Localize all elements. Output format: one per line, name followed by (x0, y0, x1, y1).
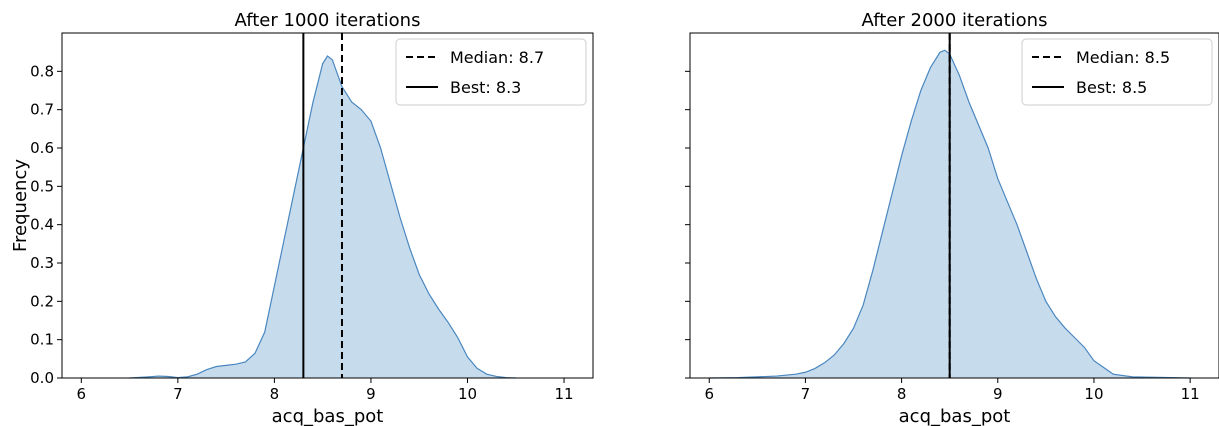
chart-title: After 2000 iterations (862, 10, 1048, 31)
x-tick-label: 8 (270, 385, 280, 403)
x-tick-label: 6 (704, 385, 714, 403)
axes-frame (61, 32, 594, 379)
legend-best-label: Best: 8.5 (1076, 78, 1147, 97)
y-tick-label: 0.2 (30, 292, 54, 310)
chart-panel-2: 6 7 8 9 10 11 After 2000 iterations acq_bas_pot… (685, 10, 1219, 426)
legend-best-label: Best: 8.3 (450, 78, 521, 97)
chart-panel-1: 6 7 8 9 10 11 0.0 0.1 0.2 0.3 0.4 0.5 0.6 0.7 0.8 After… (10, 10, 594, 426)
legend-box (1021, 38, 1213, 106)
x-tick-label: 10 (458, 385, 477, 403)
y-tick-label: 0.6 (30, 139, 54, 157)
x-tick-label: 7 (801, 385, 811, 403)
x-tick-label: 11 (554, 385, 573, 403)
x-tick-label: 8 (897, 385, 907, 403)
legend-median-label: Median: 8.7 (450, 48, 544, 67)
chart-title: After 1000 iterations (235, 10, 421, 31)
density-line (709, 49, 1191, 379)
density-fill (129, 56, 516, 378)
y-tick-label: 0.0 (30, 369, 54, 387)
axes-frame (689, 32, 1219, 379)
density-line (129, 55, 516, 379)
x-tick-label: 9 (993, 385, 1003, 403)
y-tick-label: 0.3 (30, 254, 54, 272)
x-tick-label: 6 (77, 385, 87, 403)
legend-median-label: Median: 8.5 (1076, 48, 1170, 67)
y-tick-label: 0.4 (30, 216, 54, 234)
y-tick-label: 0.5 (30, 177, 54, 195)
x-axis-label: acq_bas_pot (272, 406, 384, 426)
legend: Median: 8.5 Best: 8.5 (1021, 38, 1213, 106)
x-tick-label: 9 (366, 385, 376, 403)
y-tick-label: 0.8 (30, 62, 54, 80)
legend-box (395, 38, 587, 106)
x-tick-label: 7 (173, 385, 183, 403)
x-tick-label: 10 (1084, 385, 1103, 403)
legend: Median: 8.7 Best: 8.3 (395, 38, 587, 106)
y-tick-label: 0.1 (30, 331, 54, 349)
x-axis-label: acq_bas_pot (899, 406, 1011, 426)
y-axis-label: Frequency (10, 159, 31, 252)
x-tick-label: 11 (1181, 385, 1200, 403)
y-tick-label: 0.7 (30, 101, 54, 119)
